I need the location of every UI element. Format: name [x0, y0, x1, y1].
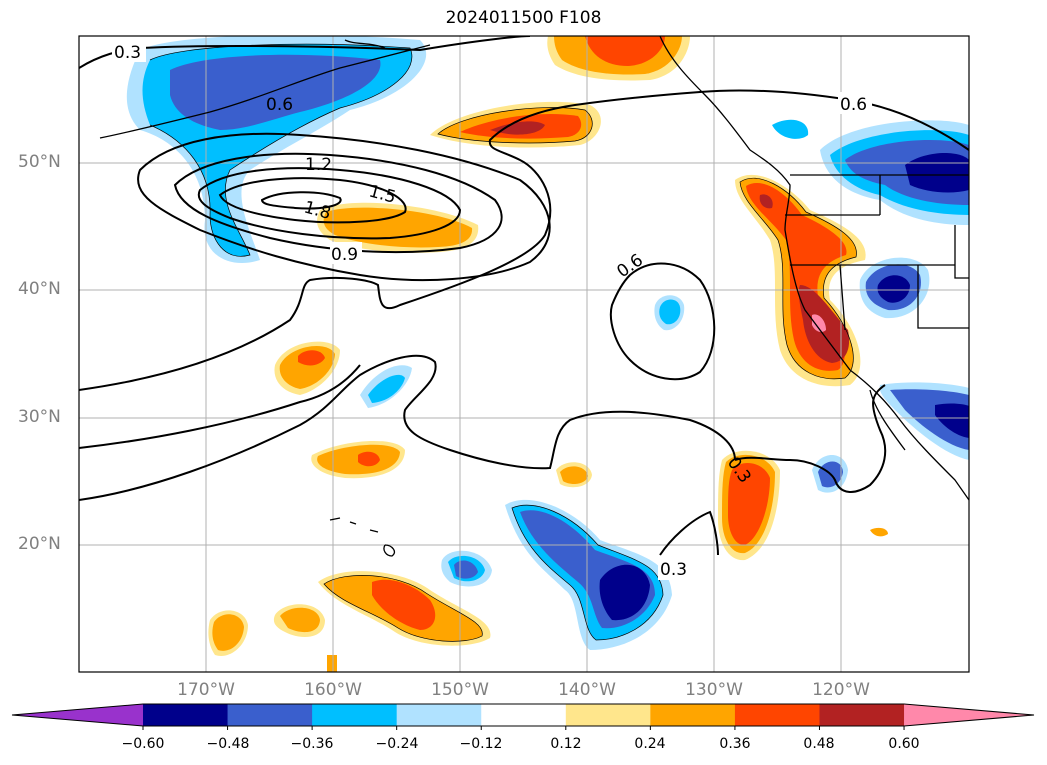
colorbar-swatch — [819, 704, 905, 726]
pos-small-3-mid — [560, 466, 588, 484]
colorbar-tick: −0.48 — [206, 736, 250, 752]
lat-label-20n: 20°N — [18, 534, 61, 554]
coastlines — [99, 36, 969, 557]
contour-0.3-lower — [79, 364, 361, 449]
lat-label-40n: 40°N — [18, 279, 61, 299]
lon-label-160w: 160°W — [304, 680, 362, 700]
colorbar-tick: −0.12 — [459, 736, 503, 752]
colorbar-swatch — [143, 704, 229, 726]
neg-region-basin-max — [877, 275, 910, 303]
map-plot: 0.3 0.6 0.9 1.2 1.5 1.8 0.6 0.6 0.3 0.3 — [78, 35, 970, 673]
colorbar-tick: 0.12 — [550, 736, 582, 752]
colorbar-tick: −0.60 — [121, 736, 165, 752]
contour-label: 0.9 — [331, 245, 358, 265]
colorbar-tick: −0.24 — [375, 736, 419, 752]
coastline-aleutians — [99, 44, 431, 139]
pos-small-7 — [327, 655, 337, 672]
map-title: 2024011500 F108 — [445, 8, 602, 28]
colorbar-swatch — [227, 704, 313, 726]
colorbar-swatch — [312, 704, 398, 726]
pos-region-westcoast-max2 — [759, 194, 773, 209]
colorbar-extend-high — [904, 704, 1034, 726]
contour-2.1 — [260, 191, 342, 210]
coastline-mexico — [849, 369, 969, 501]
contour-labels: 0.3 0.6 0.9 1.2 1.5 1.8 0.6 0.6 0.3 0.3 — [112, 40, 872, 580]
neg-small-1 — [772, 119, 809, 139]
contour-1.2 — [173, 152, 503, 254]
colorbar-tick: 0.24 — [634, 736, 666, 752]
coastline-aleutian-islands — [344, 39, 386, 49]
contour-label: 0.6 — [840, 95, 867, 115]
neg-region-sw-max — [935, 403, 969, 438]
pos-small-1-strong — [298, 350, 325, 366]
lon-label-170w: 170°W — [177, 680, 235, 700]
contour-0.9 — [137, 132, 551, 282]
contour-1.8 — [218, 177, 407, 224]
colorbar-swatch — [734, 704, 820, 726]
contour-label: 0.3 — [660, 560, 687, 580]
coastline-alaska — [659, 36, 851, 371]
pos-small-2-strong — [358, 451, 380, 467]
lon-label-150w: 150°W — [431, 680, 489, 700]
contour-1.5 — [197, 167, 462, 240]
colorbar-swatch — [650, 704, 736, 726]
contour-0.3-east — [734, 384, 887, 493]
neg-small-2-mid — [659, 299, 681, 325]
colorbar-extend-low — [12, 704, 143, 726]
pos-region-baja-strong — [728, 463, 770, 546]
pos-region-alaska-strong — [585, 36, 665, 66]
plot-frame — [78, 35, 970, 673]
contour-0.6-big — [79, 89, 969, 391]
colorbar-tick: 0.60 — [888, 736, 920, 752]
contour-label: 0.6 — [266, 95, 293, 115]
shading-outlines — [149, 43, 857, 642]
lon-label-120w: 120°W — [812, 680, 870, 700]
neg-small-3-mid — [368, 374, 405, 403]
contour-label: 0.3 — [114, 43, 141, 63]
pos-region-npac-max — [490, 121, 545, 135]
lon-label-140w: 140°W — [558, 680, 616, 700]
pos-small-5-mid — [280, 607, 320, 633]
pos-small-4-mid — [212, 614, 244, 651]
colorbar-tick: 0.36 — [719, 736, 751, 752]
lat-label-50n: 50°N — [18, 152, 61, 172]
coastline-baja — [869, 389, 906, 451]
colorbar-tick: 0.48 — [803, 736, 835, 752]
contour-0.6-lower — [79, 354, 736, 501]
pos-region-hawaii-strong — [372, 579, 436, 630]
colorbar-tick: −0.36 — [290, 736, 334, 752]
colorbar-swatch — [565, 704, 651, 726]
colorbar-swatch — [481, 704, 567, 726]
hawaii-islands — [329, 517, 396, 557]
neg-region-aleutian-strong — [170, 54, 381, 130]
contour-0.6-loop — [610, 262, 716, 381]
contour-label: 1.2 — [305, 155, 332, 175]
neg-region-subtrop-max — [599, 564, 650, 621]
pos-small-6 — [870, 527, 888, 537]
lon-label-130w: 130°W — [685, 680, 743, 700]
colorbar-outline — [11, 703, 1035, 727]
grid-lines — [79, 36, 969, 672]
contour-0.3-sw — [659, 510, 719, 556]
colorbar-swatch — [396, 704, 482, 726]
state-borders — [785, 174, 969, 331]
lat-label-30n: 30°N — [18, 407, 61, 427]
pos-region-westcoast-extreme — [812, 314, 826, 333]
